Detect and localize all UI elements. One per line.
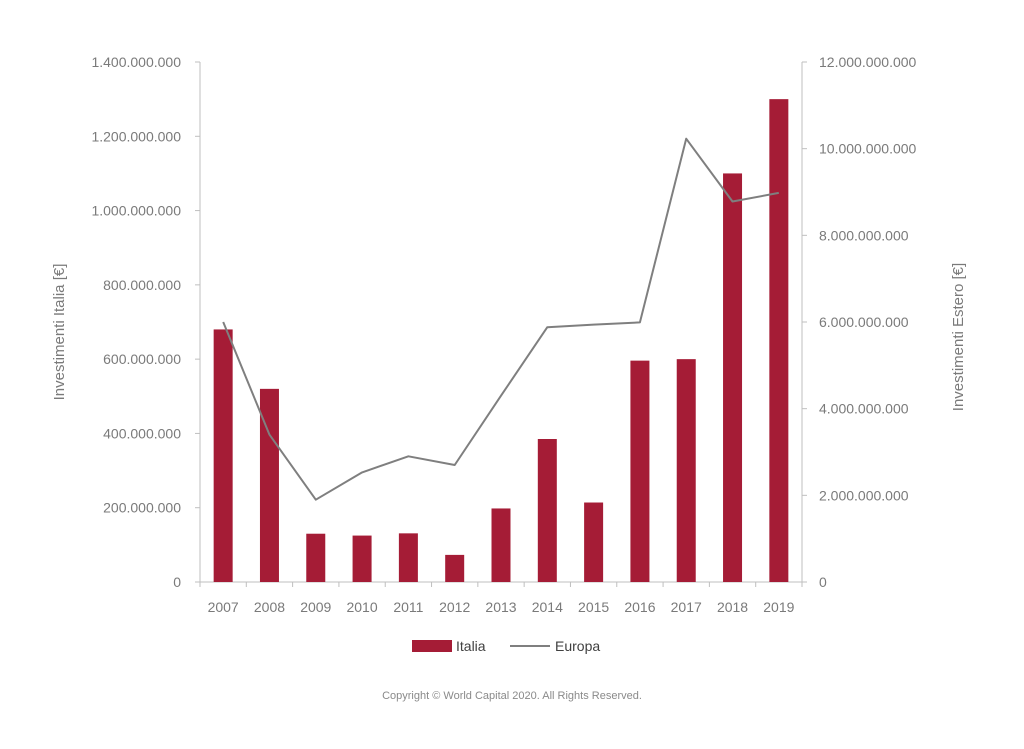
bar-italia-2014 <box>537 439 557 582</box>
bar-italia-2015 <box>584 502 604 582</box>
right-tick-label: 8.000.000.000 <box>819 227 909 243</box>
right-tick-label: 12.000.000.000 <box>819 54 917 70</box>
x-tick-label: 2015 <box>578 599 609 615</box>
right-tick-label: 2.000.000.000 <box>819 487 909 503</box>
left-tick-label: 1.200.000.000 <box>91 128 181 144</box>
bar-italia-2009 <box>306 533 326 582</box>
x-tick-label: 2014 <box>532 599 563 615</box>
left-tick-label: 400.000.000 <box>103 425 181 441</box>
bar-italia-2007 <box>213 329 233 582</box>
left-tick-label: 1.000.000.000 <box>91 203 181 219</box>
x-tick-label: 2007 <box>208 599 239 615</box>
left-tick-label: 0 <box>173 574 181 590</box>
x-tick-label: 2010 <box>346 599 377 615</box>
left-tick-label: 200.000.000 <box>103 500 181 516</box>
bar-italia-2017 <box>676 359 696 582</box>
right-tick-label: 0 <box>819 574 827 590</box>
x-tick-label: 2009 <box>300 599 331 615</box>
right-axis-title: Investimenti Estero [€] <box>950 263 967 411</box>
bar-italia-2012 <box>445 554 465 582</box>
legend-swatch-italia <box>412 640 452 652</box>
x-tick-label: 2012 <box>439 599 470 615</box>
bar-italia-2013 <box>491 508 511 582</box>
bar-italia-2011 <box>398 533 418 582</box>
bar-italia-2018 <box>723 173 743 582</box>
x-tick-label: 2019 <box>763 599 794 615</box>
left-tick-label: 800.000.000 <box>103 277 181 293</box>
bar-italia-2010 <box>352 535 372 582</box>
x-tick-label: 2013 <box>485 599 516 615</box>
bar-italia-2016 <box>630 360 650 582</box>
legend-label-europa: Europa <box>555 638 600 654</box>
bar-italia-2008 <box>259 388 279 582</box>
x-tick-label: 2011 <box>393 599 423 615</box>
right-tick-label: 6.000.000.000 <box>819 314 909 330</box>
copyright-notice: Copyright © World Capital 2020. All Righ… <box>382 690 642 702</box>
bar-italia-2019 <box>769 99 789 583</box>
x-tick-label: 2016 <box>624 599 655 615</box>
x-tick-label: 2017 <box>671 599 702 615</box>
line-europa <box>222 137 779 501</box>
right-tick-label: 10.000.000.000 <box>819 141 917 157</box>
x-tick-label: 2008 <box>254 599 285 615</box>
x-tick-label: 2018 <box>717 599 748 615</box>
left-tick-label: 600.000.000 <box>103 351 181 367</box>
left-axis-title: Investimenti Italia [€] <box>51 264 68 401</box>
right-tick-label: 4.000.000.000 <box>819 401 909 417</box>
legend-label-italia: Italia <box>456 638 486 654</box>
left-tick-label: 1.400.000.000 <box>91 54 181 70</box>
